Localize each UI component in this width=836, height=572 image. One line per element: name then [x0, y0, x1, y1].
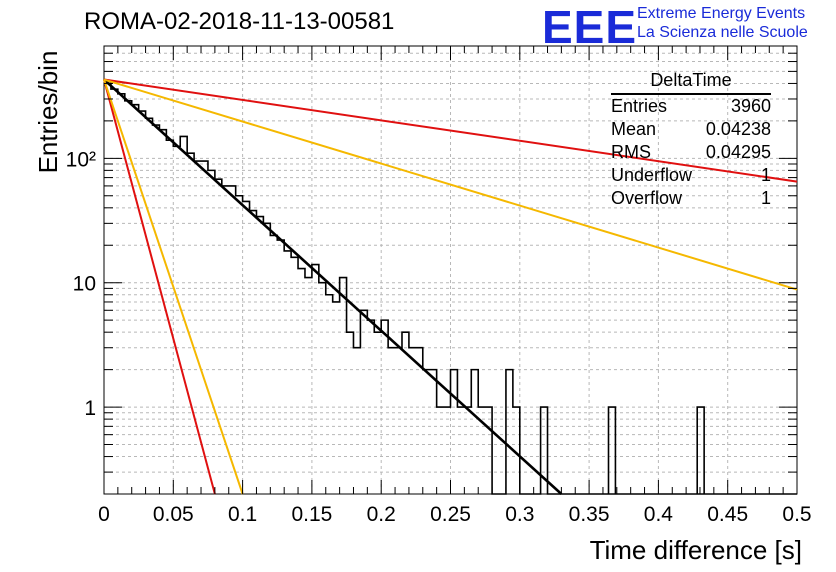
logo-line-2: La Scienza nelle Scuole [637, 24, 808, 41]
x-tick-label: 0.3 [505, 503, 534, 526]
histogram-bars [104, 82, 797, 495]
histogram-bin [696, 406, 705, 494]
stats-value: 1 [760, 165, 771, 185]
fit-line [103, 79, 216, 495]
stats-label: Overflow [611, 188, 683, 208]
logo-line-1: Extreme Energy Events [637, 5, 806, 22]
stats-row-overflow: Overflow 1 [611, 187, 771, 210]
histogram-outline [104, 82, 797, 495]
y-axis-label-text: Entries/bin [33, 50, 63, 174]
stats-header: DeltaTime [611, 70, 771, 95]
fit-line [103, 78, 563, 495]
x-tick-label: 0.35 [569, 503, 610, 526]
x-tick-label: 0.15 [291, 503, 332, 526]
x-axis-ticks: 0 0.05 0.1 0.15 0.2 0.25 0.3 0.35 0.4 0.45 0.5 [98, 46, 812, 526]
eee-logo-text: Extreme Energy Events La Scienza nelle S… [637, 4, 808, 42]
stats-row-entries: Entries 3960 [611, 95, 771, 118]
y-tick-label: 10 [73, 273, 96, 296]
stats-row-mean: Mean 0.04238 [611, 118, 771, 141]
fit-line [103, 79, 244, 495]
stats-label: Entries [611, 96, 668, 116]
stats-value: 0.04238 [705, 119, 771, 139]
y-tick-label: 10² [66, 148, 96, 171]
stats-row-underflow: Underflow 1 [611, 164, 771, 187]
stats-label: Underflow [611, 165, 693, 185]
x-tick-label: 0.05 [153, 503, 194, 526]
stats-value: 0.04295 [705, 142, 771, 162]
y-axis-ticks: 1 10 10² [66, 45, 797, 495]
x-tick-label: 0.25 [430, 503, 471, 526]
histogram-bin [607, 406, 617, 494]
stats-box: DeltaTime Entries 3960 Mean 0.04238 RMS … [611, 70, 771, 210]
x-tick-label: 0.2 [367, 503, 396, 526]
stats-value: 3960 [730, 96, 771, 116]
fit-line [103, 78, 798, 291]
x-tick-label: 0.45 [707, 503, 748, 526]
fit-lines [103, 78, 798, 495]
stats-label: Mean [611, 119, 657, 139]
chart-title: ROMA-02-2018-11-13-00581 [84, 8, 395, 35]
x-tick-label: 0.5 [782, 503, 811, 526]
y-tick-label: 1 [84, 397, 96, 420]
stats-row-rms: RMS 0.04295 [611, 141, 771, 164]
x-axis-label: Time difference [s] [589, 535, 802, 565]
fit-line [103, 78, 798, 183]
x-tick-label: 0.4 [644, 503, 674, 526]
x-tick-label: 0.1 [228, 503, 257, 526]
stats-label: RMS [611, 142, 651, 162]
x-tick-label: 0 [98, 503, 110, 526]
plot-grid [104, 46, 797, 494]
eee-logo: EEE [542, 1, 638, 53]
stats-value: 1 [760, 188, 771, 208]
